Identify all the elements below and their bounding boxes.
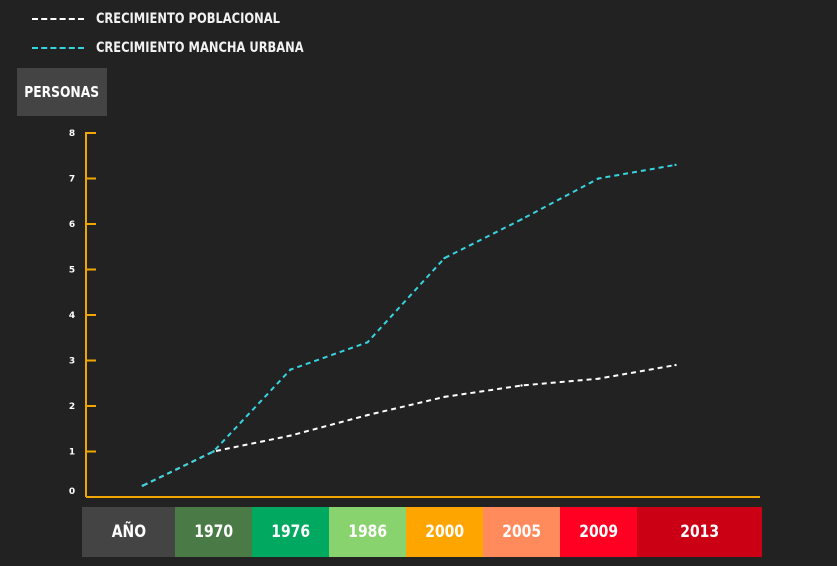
legend-swatch-poblacional: [32, 17, 84, 20]
x-tick-cell-2000: 2000: [406, 507, 483, 557]
data-point-s1-7: [674, 163, 677, 167]
y-axis-label-text: PERSONAS: [24, 83, 100, 101]
x-tick-label-2013: 2013: [680, 522, 719, 542]
series-line-1: [142, 163, 676, 487]
y-tick-label-5: 5: [69, 266, 75, 276]
data-point-s0-7: [674, 363, 677, 367]
x-axis-category-bar: AÑO 1970 1976 1986 2000 2005 2009 2013: [82, 507, 762, 557]
data-point-s0-2: [289, 434, 292, 437]
legend-label-mancha-urbana: CRECIMIENTO MANCHA URBANA: [96, 39, 304, 56]
data-point-s1-2: [289, 368, 292, 371]
x-tick-label-2005: 2005: [502, 522, 541, 542]
x-tick-label-1976: 1976: [271, 522, 310, 542]
data-point-s1-0: [141, 484, 145, 487]
data-point-s0-3: [366, 413, 369, 417]
y-tick-label-7: 7: [69, 175, 75, 185]
x-tick-cell-2009: 2009: [560, 507, 637, 557]
x-tick-label-1986: 1986: [348, 522, 387, 542]
y-axis-label: PERSONAS: [17, 68, 107, 116]
chart-legend: CRECIMIENTO POBLACIONAL CRECIMIENTO MANC…: [32, 4, 349, 62]
y-tick-label-3: 3: [69, 357, 75, 367]
data-point-s1-6: [597, 177, 600, 180]
x-tick-cell-1976: 1976: [252, 507, 329, 557]
x-tick-cell-2005: 2005: [483, 507, 560, 557]
x-tick-label-2000: 2000: [425, 522, 464, 542]
legend-item-mancha-urbana: CRECIMIENTO MANCHA URBANA: [32, 33, 349, 62]
legend-label-poblacional: CRECIMIENTO POBLACIONAL: [96, 10, 280, 27]
data-point-s1-3: [366, 341, 369, 344]
y-tick-label-8: 8: [69, 129, 75, 139]
data-point-s1-4: [443, 256, 446, 260]
x-tick-cell-2013: 2013: [637, 507, 762, 557]
legend-item-poblacional: CRECIMIENTO POBLACIONAL: [32, 4, 349, 33]
data-point-s0-6: [597, 377, 600, 380]
y-tick-label-1: 1: [69, 448, 75, 458]
y-tick-label-2: 2: [69, 402, 75, 412]
x-tick-label-1970: 1970: [194, 522, 233, 542]
legend-swatch-mancha-urbana: [32, 46, 84, 49]
series-line-0: [142, 364, 676, 487]
x-tick-cell-1986: 1986: [329, 507, 406, 557]
y-tick-label-0: 0: [69, 487, 75, 497]
x-axis-title: AÑO: [111, 522, 146, 542]
y-tick-label-6: 6: [69, 220, 75, 230]
x-tick-cell-1970: 1970: [175, 507, 252, 557]
y-tick-label-4: 4: [69, 311, 75, 321]
data-point-s1-5: [520, 218, 523, 221]
data-point-s0-5: [520, 384, 523, 387]
x-tick-label-2009: 2009: [579, 522, 618, 542]
data-point-s0-4: [443, 395, 446, 399]
x-axis-title-cell: AÑO: [82, 507, 175, 557]
data-point-s1-1: [212, 450, 215, 453]
